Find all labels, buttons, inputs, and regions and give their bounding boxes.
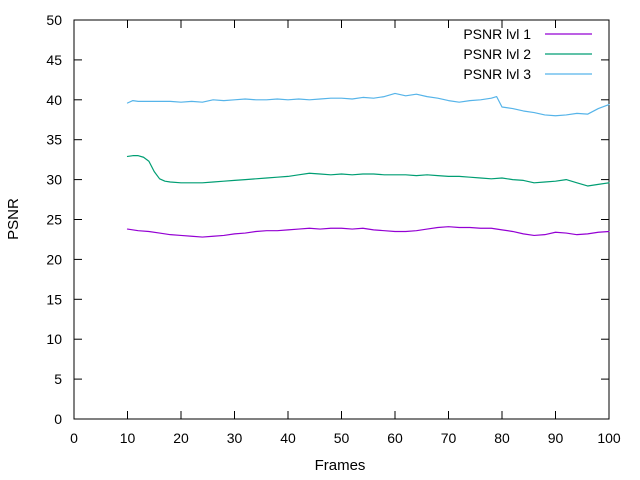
y-tick-label-8: 40 [46, 92, 62, 108]
series-group [126, 92, 610, 238]
y-tick-label-3: 15 [46, 291, 62, 307]
y-tick-label-9: 45 [46, 52, 62, 68]
y-tick-label-7: 35 [46, 132, 62, 148]
x-tick-label-2: 20 [173, 430, 189, 446]
x-tick-label-10: 100 [597, 430, 621, 446]
legend-label-2: PSNR lvl 2 [463, 46, 531, 62]
x-tick-label-3: 30 [227, 430, 243, 446]
y-tick-label-6: 30 [46, 172, 62, 188]
ticks-group [73, 19, 610, 420]
x-tick-label-6: 60 [387, 430, 403, 446]
y-tick-label-0: 0 [54, 411, 62, 427]
series-line-2 [126, 155, 610, 187]
y-tick-label-4: 20 [46, 251, 62, 267]
x-tick-label-7: 70 [441, 430, 457, 446]
x-axis-label: Frames [315, 457, 366, 474]
x-tick-label-1: 10 [120, 430, 136, 446]
x-tick-label-0: 0 [70, 430, 78, 446]
series-line-3 [126, 92, 610, 117]
x-tick-label-4: 40 [280, 430, 296, 446]
y-tick-label-1: 5 [54, 371, 62, 387]
y-tick-label-2: 10 [46, 331, 62, 347]
legend-label-1: PSNR lvl 1 [463, 26, 531, 42]
x-tick-label-5: 50 [334, 430, 350, 446]
x-tick-label-9: 90 [548, 430, 564, 446]
y-tick-label-10: 50 [46, 12, 62, 28]
series-line-1 [126, 226, 610, 238]
legend-group: PSNR lvl 1 PSNR lvl 2 PSNR lvl 3 [463, 26, 592, 82]
y-tick-label-5: 25 [46, 212, 62, 228]
legend-label-3: PSNR lvl 3 [463, 66, 531, 82]
y-axis-label: PSNR [5, 198, 22, 240]
x-tick-label-8: 80 [494, 430, 510, 446]
tick-labels-group: 0 10 20 30 40 50 60 70 80 90 100 0 5 10 15 20 25 30 35 40 45… [46, 12, 620, 446]
